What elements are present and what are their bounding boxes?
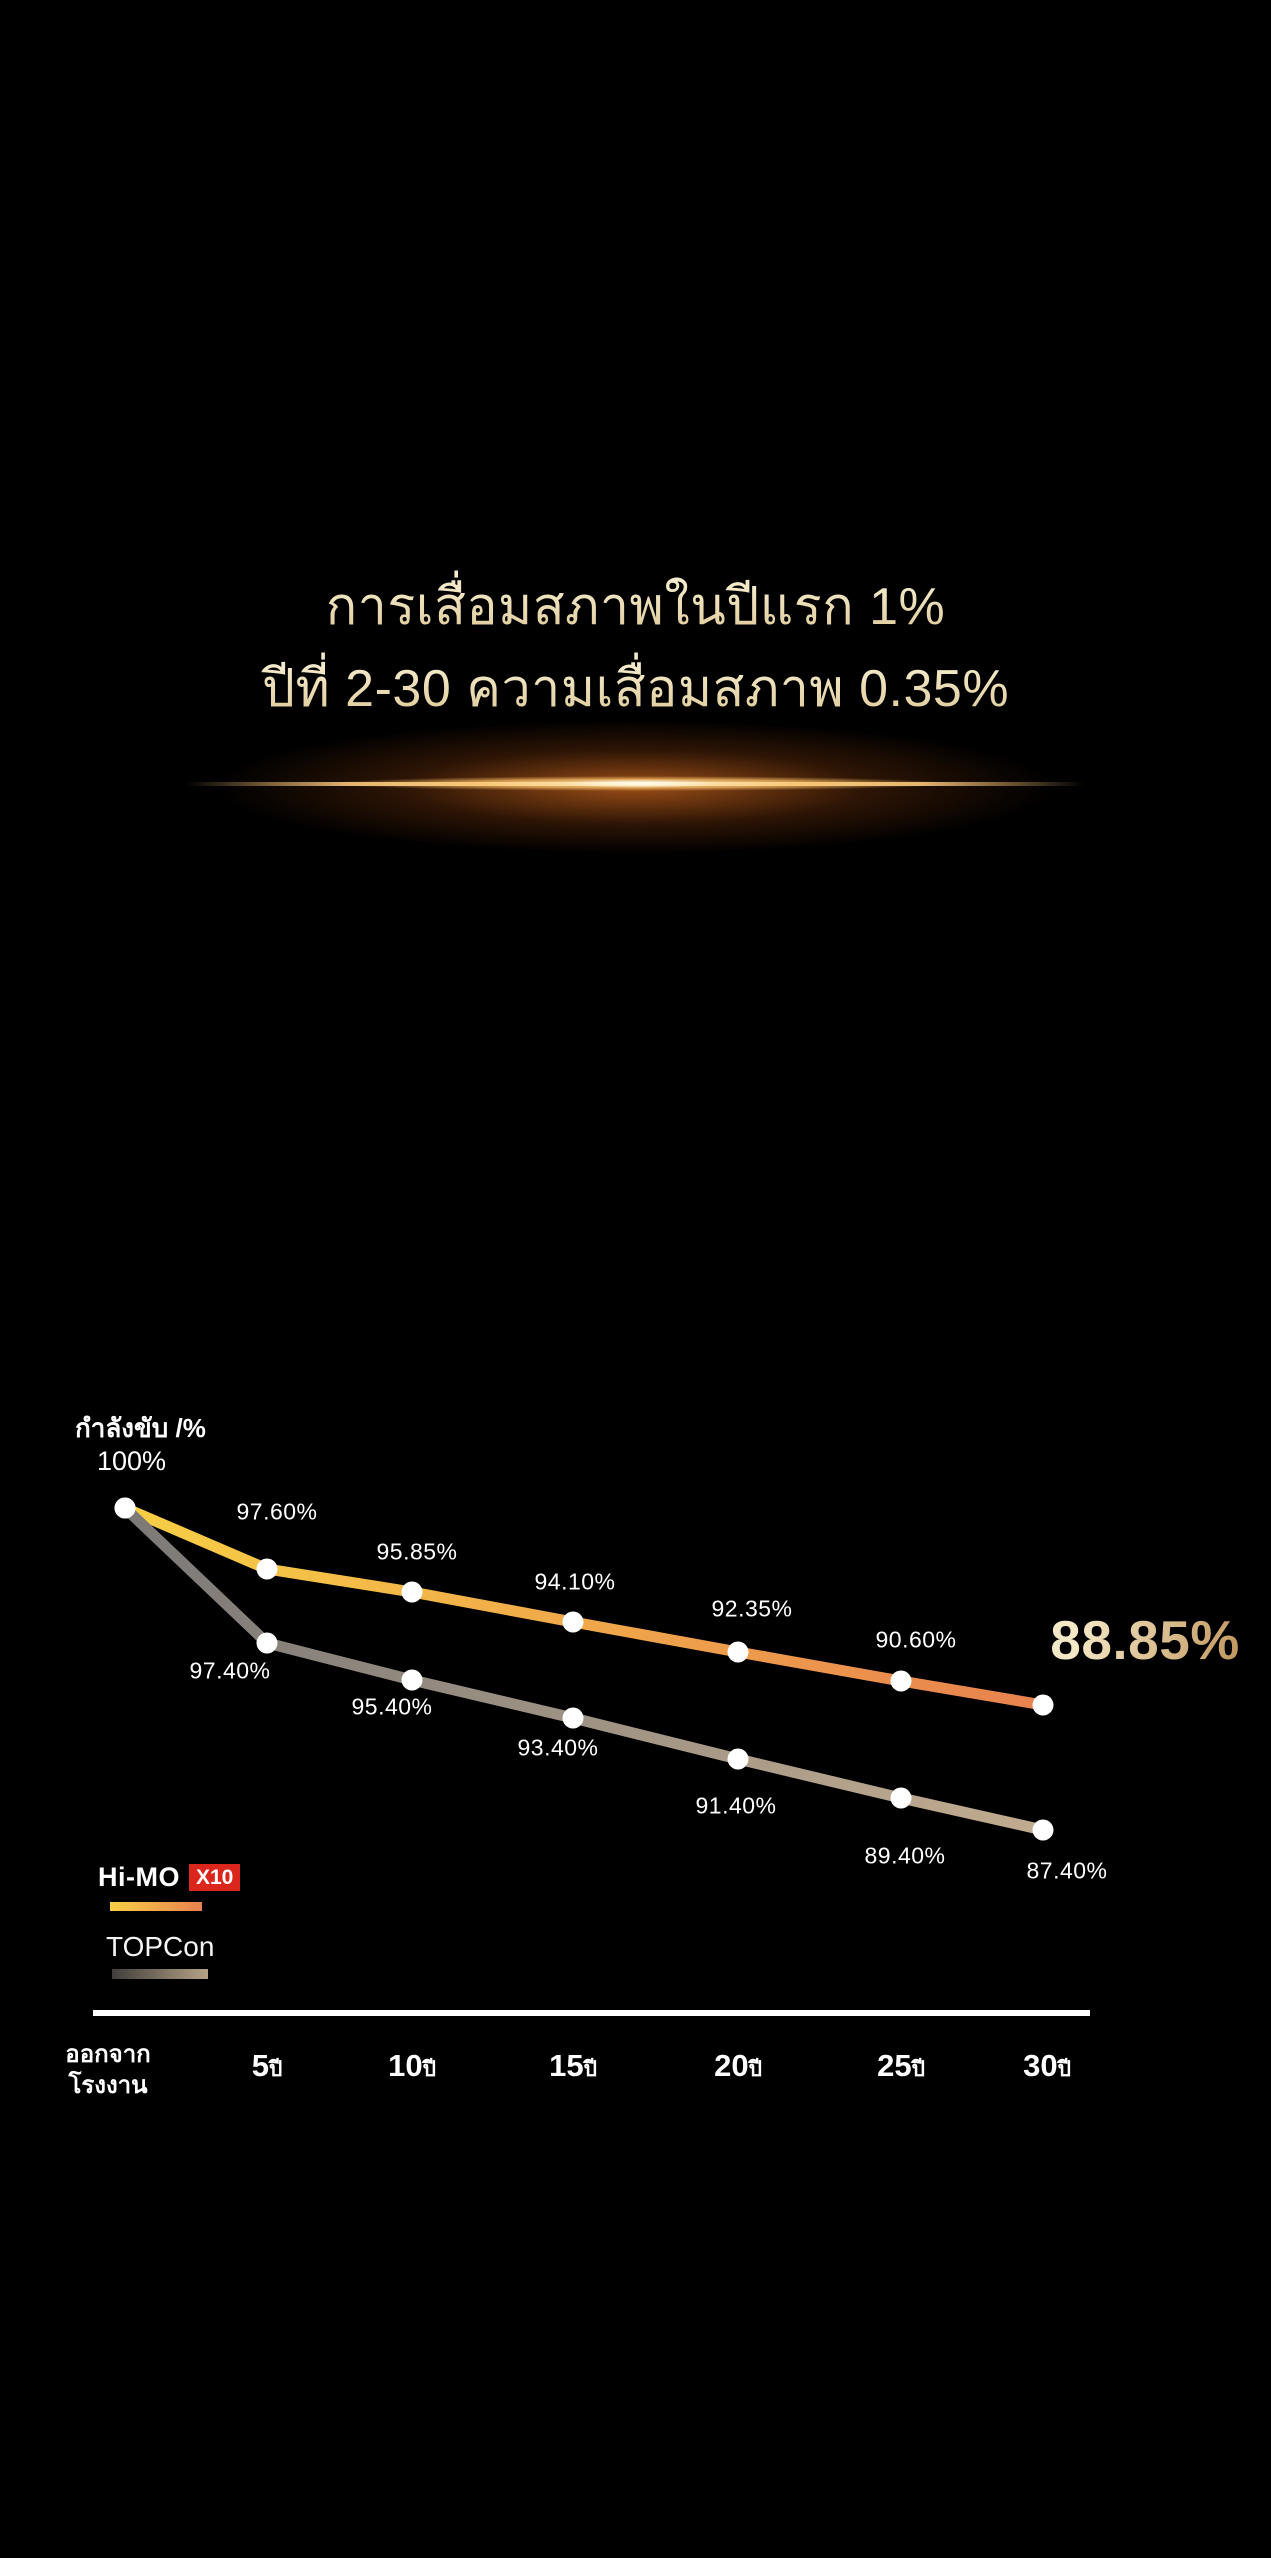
x-tick-unit: ปี — [583, 2058, 597, 2081]
x-tick-5-years: 5ปี — [252, 2048, 283, 2086]
data-point-marker — [727, 1748, 749, 1770]
legend-himo-row: Hi-MO X10 — [98, 1862, 241, 1893]
x-tick-unit: ปี — [911, 2058, 925, 2081]
y-axis-100-label: 100% — [97, 1446, 167, 1476]
x-tick-number: 20 — [714, 2048, 749, 2083]
point-value-label: 90.60% — [875, 1626, 957, 1653]
point-value-label: 95.85% — [376, 1538, 458, 1565]
data-point-marker — [256, 1558, 278, 1580]
x-tick-unit: ปี — [422, 2058, 436, 2081]
data-point-marker — [401, 1581, 423, 1603]
point-value-label: 93.40% — [517, 1734, 599, 1761]
x-tick-number: 5 — [251, 2048, 269, 2083]
point-value-label: 94.10% — [534, 1568, 616, 1595]
x-tick-unit: ปี — [1057, 2058, 1071, 2081]
y-axis-title: กำลังขับ /% — [75, 1413, 206, 1443]
data-point-marker — [114, 1497, 136, 1519]
x-tick-number: 25 — [877, 2048, 912, 2083]
legend-topcon-line-swatch — [112, 1969, 208, 1979]
point-value-label: 87.40% — [1026, 1857, 1108, 1884]
legend-topcon-label: TOPCon — [106, 1931, 215, 1962]
data-point-marker — [890, 1787, 912, 1809]
legend-himo-name: Hi-MO — [98, 1862, 180, 1892]
x-tick-25-years: 25ปี — [877, 2048, 925, 2086]
data-point-marker — [562, 1707, 584, 1729]
x-tick-number: 30 — [1023, 2048, 1058, 2083]
x-origin-tick: ออกจาก โรงงาน — [65, 2039, 150, 2101]
point-value-label: 91.40% — [695, 1792, 777, 1819]
glow-spark — [565, 779, 715, 788]
point-value-label: 92.35% — [711, 1595, 793, 1622]
data-point-marker — [890, 1670, 912, 1692]
x-origin-tick-line-2: โรงงาน — [68, 2072, 148, 2099]
legend-himo-line-swatch — [110, 1902, 202, 1911]
data-point-marker — [727, 1641, 749, 1663]
x-origin-tick-line-1: ออกจาก — [65, 2041, 151, 2068]
x-tick-number: 15 — [549, 2048, 584, 2083]
data-point-marker — [1032, 1819, 1054, 1841]
title-line-2: ปีที่ 2-30 ความเสื่อมสภาพ 0.35% — [0, 648, 1271, 730]
x-tick-15-years: 15ปี — [549, 2048, 597, 2086]
point-value-label: 97.60% — [236, 1498, 318, 1525]
x-tick-unit: ปี — [268, 2058, 283, 2081]
point-value-label: 95.40% — [351, 1693, 433, 1720]
title-line-1: การเสื่อมสภาพในปีแรก 1% — [0, 566, 1271, 648]
final-value-label: 88.85% — [1050, 1609, 1240, 1671]
x-tick-20-years: 20ปี — [714, 2048, 762, 2086]
data-point-marker — [401, 1669, 423, 1691]
data-point-marker — [562, 1611, 584, 1633]
x-axis-line — [93, 2010, 1090, 2016]
legend-himo-x10-badge: X10 — [188, 1863, 241, 1892]
data-point-marker — [256, 1632, 278, 1654]
x-tick-number: 10 — [388, 2048, 423, 2083]
point-value-label: 89.40% — [864, 1842, 946, 1869]
page-title: การเสื่อมสภาพในปีแรก 1% ปีที่ 2-30 ความเ… — [0, 566, 1271, 730]
point-value-label: 97.40% — [189, 1657, 271, 1684]
x-tick-10-years: 10ปี — [388, 2048, 436, 2086]
x-tick-unit: ปี — [748, 2058, 762, 2081]
x-tick-30-years: 30ปี — [1023, 2048, 1071, 2086]
data-point-marker — [1032, 1694, 1054, 1716]
